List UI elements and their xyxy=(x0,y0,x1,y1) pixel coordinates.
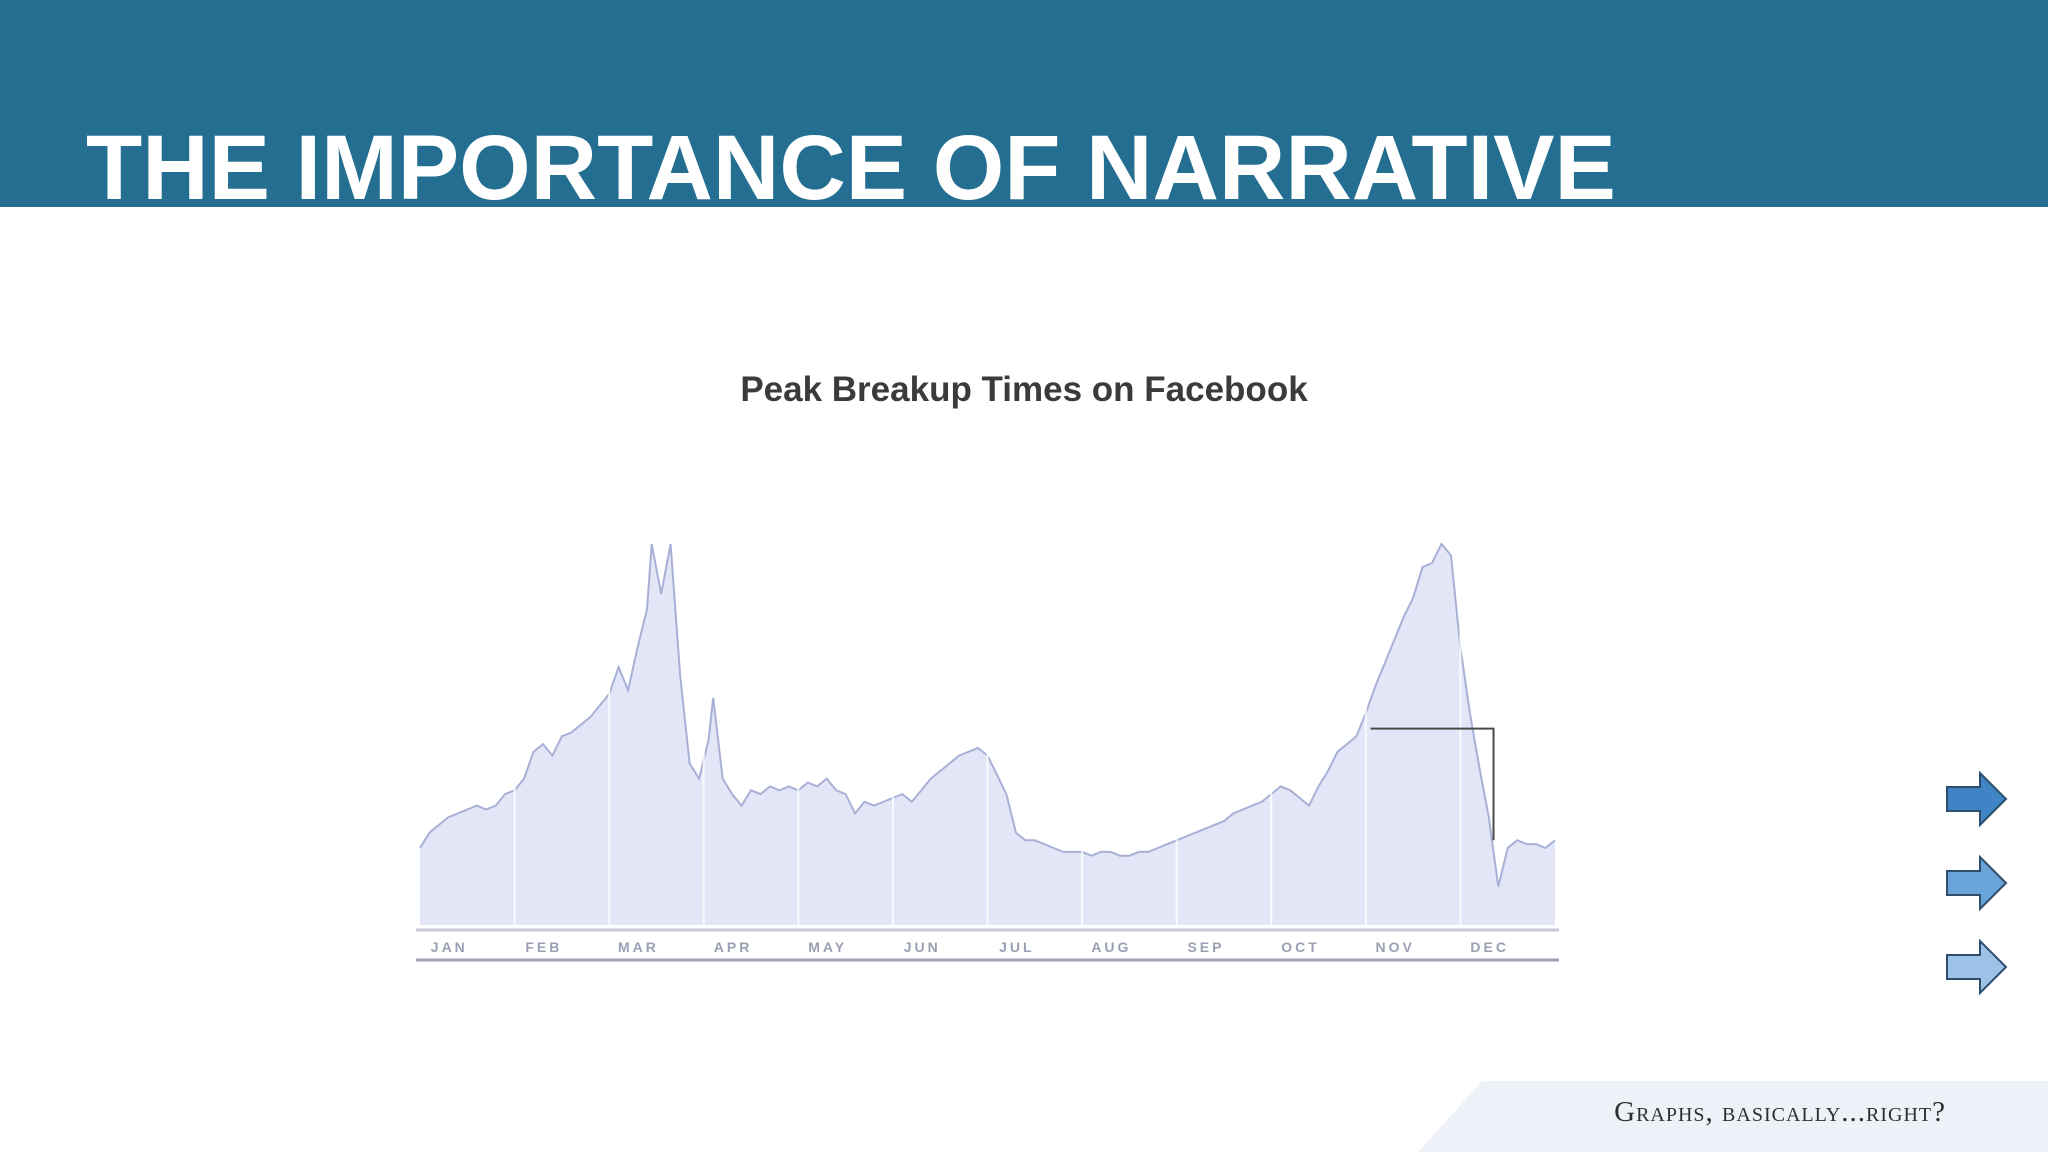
x-tick-label: DEC xyxy=(1470,939,1509,955)
x-tick-label: APR xyxy=(714,939,753,955)
x-tick-label: JUL xyxy=(999,939,1034,955)
next-arrow-3-icon[interactable] xyxy=(1944,938,2010,996)
x-tick-label: SEP xyxy=(1187,939,1224,955)
next-arrow-1-icon[interactable] xyxy=(1944,770,2010,828)
header-band xyxy=(0,0,2048,207)
footer-tab xyxy=(1418,1081,2048,1152)
footer-caption: Graphs, basically...right? xyxy=(1614,1096,1946,1128)
x-tick-label: JUN xyxy=(904,939,941,955)
annotation-bracket xyxy=(1370,727,1495,841)
x-tick-label: OCT xyxy=(1281,939,1320,955)
slide-title: THE IMPORTANCE OF NARRATIVE xyxy=(86,118,1616,207)
x-tick-label: JAN xyxy=(431,939,468,955)
next-arrow-2-icon[interactable] xyxy=(1944,854,2010,912)
x-tick-label: MAR xyxy=(618,939,659,955)
x-tick-label: NOV xyxy=(1375,939,1414,955)
breakup-area-chart: JAN FEB MAR APR MAY JUN JUL AUG SEP OCT NOV DEC xyxy=(416,542,1559,962)
series-line xyxy=(419,542,1556,887)
x-tick-label: MAY xyxy=(808,939,847,955)
x-tick-label: AUG xyxy=(1091,939,1131,955)
x-tick-label: FEB xyxy=(525,939,562,955)
chart-title: Peak Breakup Times on Facebook xyxy=(740,370,1308,409)
